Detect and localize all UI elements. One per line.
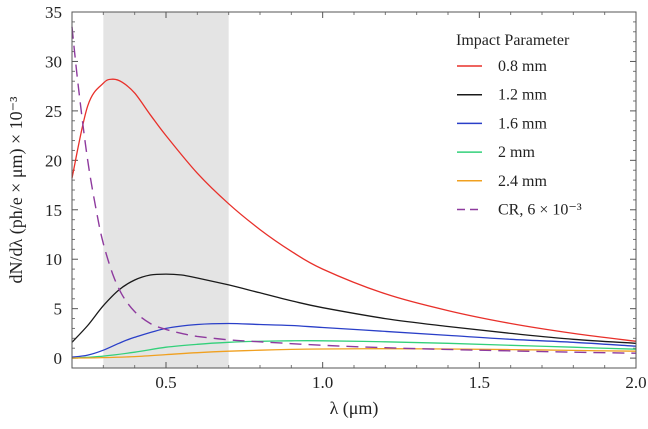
legend-label-2: 1.2 mm <box>498 87 547 104</box>
series-layer <box>71 26 637 359</box>
tick-label-layer: 0.5 1.0 1.5 2.0 0 5 10 15 20 25 30 35 <box>45 3 647 392</box>
series-line-6 <box>71 26 637 354</box>
legend-label-4: 2 mm <box>498 144 535 161</box>
y-tick-label: 0 <box>54 349 63 368</box>
x-tick-label: 1.0 <box>312 373 333 392</box>
x-axis-title: λ (μm) <box>330 398 379 419</box>
legend: Impact Parameter 0.8 mm 1.2 mm 1.6 mm 2 mm… <box>456 32 582 219</box>
y-tick-label: 20 <box>45 151 62 170</box>
x-tick-label: 0.5 <box>155 373 176 392</box>
legend-label-1: 0.8 mm <box>498 58 547 75</box>
series-line-5 <box>71 348 637 359</box>
series-line-4 <box>71 340 637 359</box>
shaded-band <box>103 12 229 368</box>
series-line-2 <box>71 273 637 344</box>
y-tick-label: 25 <box>45 102 62 121</box>
shaded-band-layer <box>103 12 229 368</box>
legend-title: Impact Parameter <box>456 32 570 49</box>
y-tick-label: 30 <box>45 52 62 71</box>
y-tick-label: 35 <box>45 3 62 22</box>
legend-label-6: CR, 6 × 10⁻³ <box>498 202 582 219</box>
plot-frame <box>71 11 637 369</box>
y-tick-label: 15 <box>45 201 62 220</box>
series-line-3 <box>71 322 637 358</box>
legend-label-3: 1.6 mm <box>498 115 547 132</box>
series-line-1 <box>71 78 637 342</box>
y-tick-label: 5 <box>54 300 63 319</box>
y-tick-label: 10 <box>45 250 62 269</box>
x-tick-label: 2.0 <box>625 373 646 392</box>
x-tick-label: 1.5 <box>469 373 490 392</box>
y-axis-title: dN/dλ (ph/e × μm) × 10⁻³ <box>6 96 27 284</box>
legend-label-5: 2.4 mm <box>498 173 547 190</box>
